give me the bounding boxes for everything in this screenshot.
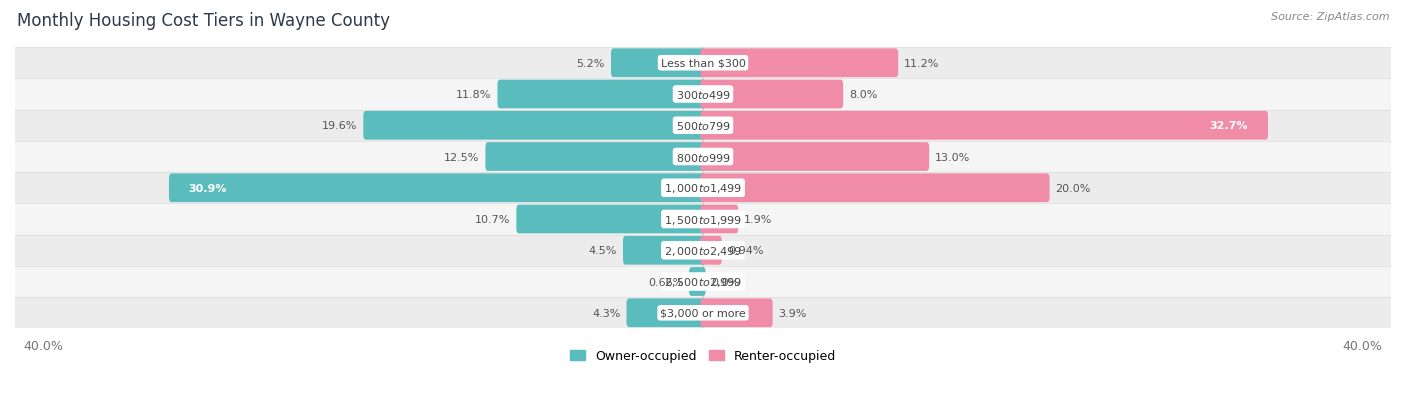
Text: Monthly Housing Cost Tiers in Wayne County: Monthly Housing Cost Tiers in Wayne Coun…: [17, 12, 389, 30]
FancyBboxPatch shape: [700, 205, 738, 234]
FancyBboxPatch shape: [169, 174, 706, 203]
Text: Less than $300: Less than $300: [661, 59, 745, 69]
Bar: [15, 297, 1391, 329]
Text: $800 to $999: $800 to $999: [675, 151, 731, 163]
Bar: [15, 110, 1391, 142]
Text: 10.7%: 10.7%: [475, 214, 510, 225]
Text: 11.2%: 11.2%: [904, 59, 939, 69]
Bar: [15, 79, 1391, 110]
Text: $2,000 to $2,499: $2,000 to $2,499: [664, 244, 742, 257]
Text: 30.9%: 30.9%: [188, 183, 228, 193]
Text: $500 to $799: $500 to $799: [675, 120, 731, 132]
FancyBboxPatch shape: [700, 236, 721, 265]
Text: $3,000 or more: $3,000 or more: [661, 308, 745, 318]
FancyBboxPatch shape: [623, 236, 706, 265]
FancyBboxPatch shape: [700, 299, 773, 328]
Text: 4.5%: 4.5%: [589, 246, 617, 256]
Bar: [15, 173, 1391, 204]
Text: 32.7%: 32.7%: [1209, 121, 1249, 131]
FancyBboxPatch shape: [627, 299, 706, 328]
Text: 0.94%: 0.94%: [728, 246, 763, 256]
Text: Source: ZipAtlas.com: Source: ZipAtlas.com: [1271, 12, 1389, 22]
FancyBboxPatch shape: [516, 205, 706, 234]
FancyBboxPatch shape: [363, 112, 706, 140]
FancyBboxPatch shape: [700, 112, 1268, 140]
Text: 13.0%: 13.0%: [935, 152, 970, 162]
Text: 3.9%: 3.9%: [779, 308, 807, 318]
Text: 4.3%: 4.3%: [592, 308, 620, 318]
Text: 19.6%: 19.6%: [322, 121, 357, 131]
Bar: [15, 48, 1391, 79]
Text: 11.8%: 11.8%: [456, 90, 492, 100]
Legend: Owner-occupied, Renter-occupied: Owner-occupied, Renter-occupied: [565, 344, 841, 367]
Bar: [15, 142, 1391, 173]
Text: 0.0%: 0.0%: [711, 277, 740, 287]
FancyBboxPatch shape: [700, 174, 1050, 203]
Text: $300 to $499: $300 to $499: [675, 89, 731, 101]
Text: 40.0%: 40.0%: [1343, 339, 1382, 352]
Text: 40.0%: 40.0%: [24, 339, 63, 352]
Text: $2,500 to $2,999: $2,500 to $2,999: [664, 275, 742, 288]
FancyBboxPatch shape: [612, 49, 706, 78]
Text: 1.9%: 1.9%: [744, 214, 773, 225]
Text: 5.2%: 5.2%: [576, 59, 605, 69]
Bar: [15, 235, 1391, 266]
FancyBboxPatch shape: [485, 143, 706, 171]
FancyBboxPatch shape: [498, 81, 706, 109]
Text: 20.0%: 20.0%: [1056, 183, 1091, 193]
FancyBboxPatch shape: [700, 143, 929, 171]
Text: 8.0%: 8.0%: [849, 90, 877, 100]
Bar: [15, 266, 1391, 297]
FancyBboxPatch shape: [700, 81, 844, 109]
Bar: [15, 204, 1391, 235]
Text: 12.5%: 12.5%: [444, 152, 479, 162]
Text: $1,000 to $1,499: $1,000 to $1,499: [664, 182, 742, 195]
FancyBboxPatch shape: [700, 49, 898, 78]
FancyBboxPatch shape: [689, 268, 706, 296]
Text: 0.66%: 0.66%: [648, 277, 683, 287]
Text: $1,500 to $1,999: $1,500 to $1,999: [664, 213, 742, 226]
